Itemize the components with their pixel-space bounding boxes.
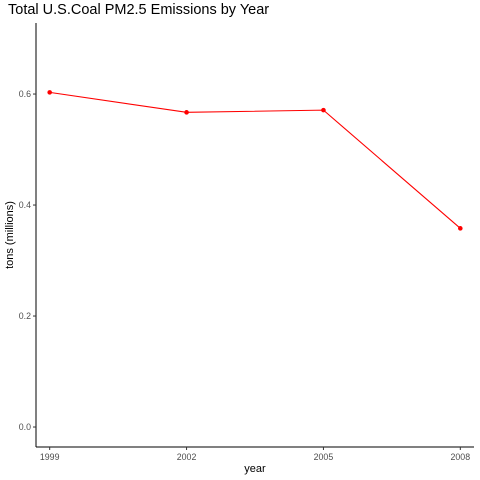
series-layer bbox=[47, 90, 463, 231]
x-axis: 1999 2002 2005 2008 bbox=[36, 446, 474, 462]
y-tick-label: 0.4 bbox=[19, 200, 31, 210]
chart-title: Total U.S.Coal PM2.5 Emissions by Year bbox=[8, 2, 270, 18]
x-tick-label: 1999 bbox=[40, 452, 60, 462]
x-tick-label: 2002 bbox=[177, 452, 197, 462]
x-tick-label: 2008 bbox=[451, 452, 471, 462]
series-line bbox=[49, 91, 461, 229]
data-point bbox=[321, 107, 326, 113]
y-tick-label: 0.0 bbox=[19, 422, 31, 432]
y-axis: 0.0 0.2 0.4 0.6 bbox=[19, 23, 37, 447]
y-tick-label: 0.6 bbox=[19, 89, 31, 99]
data-point bbox=[184, 110, 189, 115]
x-axis-label: year bbox=[244, 463, 266, 475]
data-point bbox=[458, 226, 463, 231]
y-axis-label: tons (millions) bbox=[4, 201, 16, 269]
y-ticks: 0.0 0.2 0.4 0.6 bbox=[19, 89, 36, 432]
x-tick-label: 2005 bbox=[314, 452, 334, 462]
y-tick-label: 0.2 bbox=[19, 311, 31, 321]
x-ticks: 1999 2002 2005 2008 bbox=[40, 447, 470, 462]
data-point bbox=[47, 90, 52, 95]
